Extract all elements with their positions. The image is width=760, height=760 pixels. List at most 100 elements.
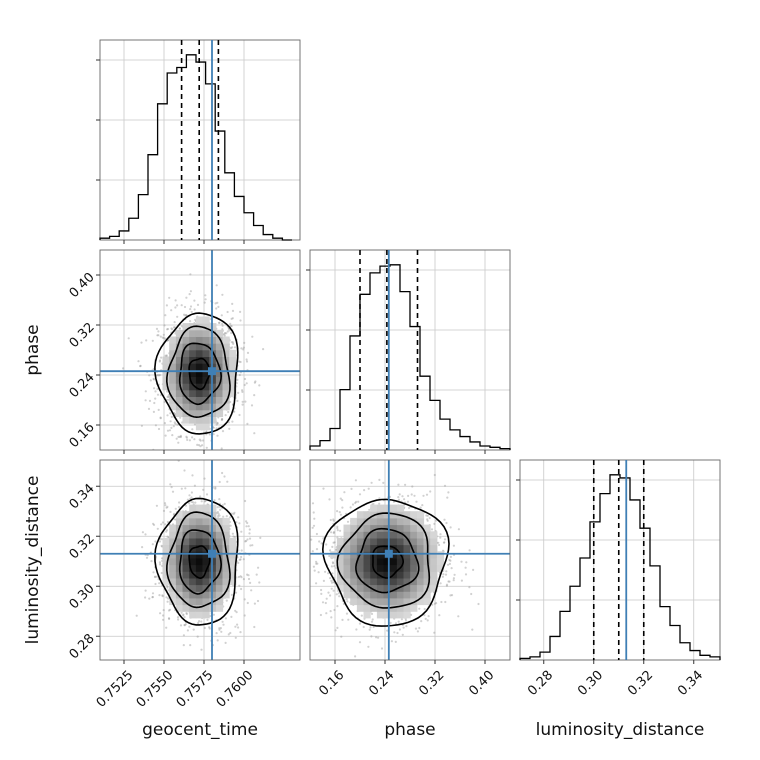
density-cell — [202, 343, 210, 351]
density-cell — [195, 356, 204, 364]
density-cell — [169, 343, 177, 351]
sample-point — [452, 544, 455, 547]
sample-point — [230, 615, 233, 619]
density-cell — [363, 604, 371, 612]
density-cell — [195, 584, 204, 592]
sample-point — [339, 497, 342, 500]
density-cell — [343, 584, 351, 592]
sample-point — [371, 618, 374, 621]
sample-point — [404, 483, 407, 486]
sample-point — [159, 335, 162, 338]
sample-point — [439, 536, 442, 539]
sample-point — [166, 585, 169, 588]
sample-point — [193, 438, 196, 441]
sample-point — [185, 313, 188, 317]
density-cell — [336, 551, 345, 559]
sample-point — [158, 594, 161, 597]
sample-point — [166, 535, 169, 538]
sample-point — [187, 493, 189, 495]
sample-point — [447, 580, 450, 583]
sample-point — [215, 427, 218, 430]
density-cell — [376, 591, 385, 599]
sample-point — [477, 602, 480, 606]
density-cell — [182, 403, 190, 411]
density-cell — [390, 604, 398, 612]
sample-point — [464, 566, 467, 569]
density-cell — [202, 349, 210, 357]
x-tick-label: 0.7525 — [94, 668, 137, 711]
sample-point — [382, 481, 385, 484]
density-cell — [370, 524, 378, 532]
sample-point — [165, 354, 168, 357]
sample-point — [170, 486, 173, 489]
density-cell — [350, 551, 358, 559]
density-cell — [390, 517, 398, 526]
sample-point — [189, 290, 192, 293]
sample-point — [189, 308, 192, 311]
density-cell — [330, 551, 338, 559]
density-cell — [416, 524, 425, 532]
density-cell — [162, 537, 170, 546]
density-cell — [350, 597, 358, 606]
contour-line — [178, 529, 223, 595]
sample-point — [185, 611, 188, 615]
density-cell — [162, 557, 170, 566]
sample-point — [151, 596, 154, 599]
density-cell — [370, 577, 378, 586]
sample-point — [307, 544, 309, 546]
density-cell — [350, 557, 358, 566]
panel-frame — [309, 459, 511, 661]
sample-point — [341, 618, 344, 622]
density-cell — [175, 363, 184, 371]
density-cell — [195, 389, 204, 397]
sample-point — [325, 597, 328, 600]
density-cell — [390, 564, 398, 572]
sample-point — [347, 618, 350, 621]
density-cell — [189, 557, 197, 566]
sample-point — [182, 613, 185, 616]
density-cell — [195, 531, 204, 539]
density-cell — [403, 531, 411, 539]
sample-point — [233, 536, 236, 539]
x-axis-label-phase: phase — [384, 720, 435, 740]
sample-point — [221, 620, 224, 623]
density-cell — [403, 597, 411, 606]
sample-point — [414, 627, 418, 630]
sample-point — [158, 540, 162, 543]
sample-point — [173, 512, 176, 516]
sample-point — [401, 633, 404, 636]
sample-point — [197, 444, 201, 447]
sample-point — [223, 334, 226, 337]
sample-point — [152, 523, 156, 527]
sample-point — [205, 493, 209, 496]
density-cell — [430, 537, 438, 546]
density-cell — [356, 604, 365, 612]
density-cell — [215, 349, 224, 357]
density-cell — [403, 611, 411, 619]
sample-point — [204, 499, 207, 502]
density-cell — [215, 571, 224, 579]
contour-line — [188, 545, 211, 580]
density-cell — [175, 577, 184, 586]
sample-point — [354, 479, 357, 482]
density-cell — [175, 604, 184, 612]
sample-point — [198, 620, 201, 623]
sample-point — [174, 299, 177, 302]
sample-point — [402, 626, 405, 629]
sample-point — [154, 582, 157, 586]
density-cell — [423, 564, 431, 572]
density-cell — [195, 396, 204, 404]
sample-point — [433, 631, 436, 634]
density-cell — [416, 591, 425, 599]
sample-point — [161, 336, 164, 339]
density-cell — [202, 416, 210, 424]
hist-panel-luminosity_distance — [516, 459, 721, 664]
density-cell — [215, 537, 224, 546]
density-cell — [430, 557, 438, 566]
sample-point — [166, 429, 170, 432]
sample-point — [447, 491, 450, 494]
sample-point — [468, 586, 471, 589]
sample-point — [336, 605, 339, 608]
hist-panel-phase — [306, 249, 511, 454]
density-cell — [390, 537, 398, 546]
